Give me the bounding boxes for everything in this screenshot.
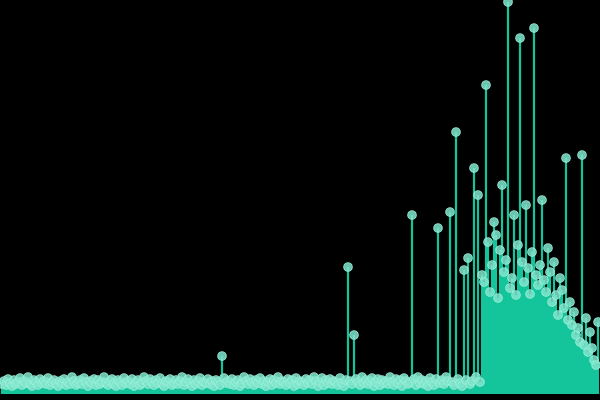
stem-marker (499, 267, 509, 277)
stem-marker (521, 200, 531, 210)
stem-marker (485, 287, 495, 297)
stem-marker (559, 303, 569, 313)
stem-marker (511, 290, 521, 300)
stem-marker (527, 247, 537, 257)
stem-marker (505, 283, 515, 293)
stem-marker (451, 127, 461, 137)
stem-marker (493, 293, 503, 303)
stem-marker (585, 327, 595, 337)
stem-marker (503, 0, 513, 7)
stem-marker (445, 207, 455, 217)
stem-marker (509, 210, 519, 220)
stem-marker (593, 317, 600, 327)
stem-marker (343, 262, 353, 272)
stem-marker (541, 287, 551, 297)
stem-marker (469, 163, 479, 173)
markers-group (0, 0, 600, 391)
stem-marker (519, 277, 529, 287)
stem-marker (543, 243, 553, 253)
stem-marker (565, 297, 575, 307)
stem-marker (545, 267, 555, 277)
stem-marker (513, 240, 523, 250)
stem-marker (487, 260, 497, 270)
stem-marker (587, 343, 597, 353)
stem-marker (217, 351, 227, 361)
stem-marker (531, 270, 541, 280)
stem-marker (539, 275, 549, 285)
stem-marker (489, 217, 499, 227)
stem-marker (553, 310, 563, 320)
stem-marker (495, 245, 505, 255)
stem-marker (473, 190, 483, 200)
stem-marker (549, 257, 559, 267)
stem-marker (483, 237, 493, 247)
stem-marker (497, 180, 507, 190)
stem-marker (561, 153, 571, 163)
stem-marker (433, 223, 443, 233)
stem-marker (535, 260, 545, 270)
stem-marker (577, 150, 587, 160)
stem-marker (517, 257, 527, 267)
stem-marker (491, 230, 501, 240)
stem-marker (507, 273, 517, 283)
stem-marker (407, 210, 417, 220)
stem-marker (569, 307, 579, 317)
stem-marker (463, 253, 473, 263)
stem-marker (349, 330, 359, 340)
stem-marker (555, 273, 565, 283)
stem-marker (459, 265, 469, 275)
stem-marker (523, 263, 533, 273)
stem-marker (573, 323, 583, 333)
stem-marker (479, 277, 489, 287)
stem-marker (481, 80, 491, 90)
stem-marker (475, 377, 485, 387)
stem-marker (581, 313, 591, 323)
stem-marker (557, 285, 567, 295)
stem-marker (525, 289, 535, 299)
stem-marker (529, 23, 539, 33)
stem-marker (591, 360, 600, 370)
stem-marker (515, 33, 525, 43)
stem-marker (501, 255, 511, 265)
stem-marker (537, 195, 547, 205)
